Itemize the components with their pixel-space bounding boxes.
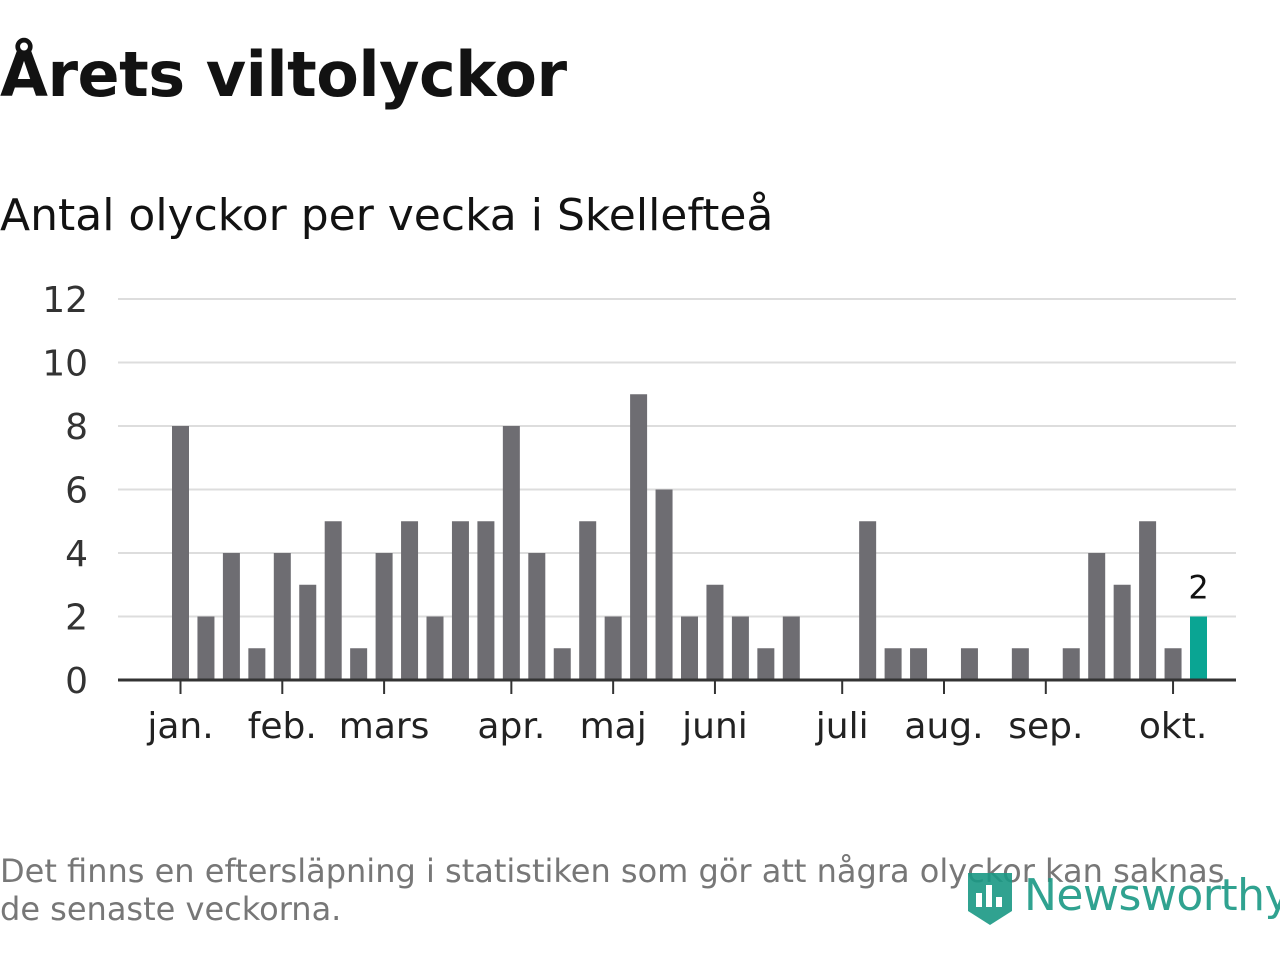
bar [401,521,419,680]
y-tick-label: 4 [65,534,88,575]
bar [477,521,495,680]
bar [1139,521,1157,680]
bar [299,584,317,680]
bar [273,553,291,680]
bar [757,648,775,680]
x-tick-label: okt. [1139,706,1207,747]
bar [960,648,978,680]
bar [910,648,928,680]
bar [197,616,215,680]
bar [248,648,266,680]
x-tick-label: mars [339,706,430,747]
bar [731,616,749,680]
bar [681,616,698,680]
y-tick-label: 0 [65,661,88,702]
x-tick-label: sep. [1008,706,1083,747]
highlight-bar [1190,616,1207,680]
x-tick-label: juli [815,706,869,747]
y-tick-label: 6 [65,471,88,512]
bar [375,553,393,680]
bar [706,584,724,680]
bar [1011,648,1029,680]
bar [553,648,571,680]
x-tick-label: feb. [248,706,317,747]
bar [630,394,648,680]
bar [324,521,342,680]
bar [172,426,189,680]
bar [604,616,622,680]
bar [782,616,800,680]
x-tick-label: aug. [904,706,983,747]
footnote: Det finns en eftersläpning i statistiken… [0,852,1225,928]
bar [1088,553,1106,680]
bar [1062,648,1080,680]
chart-title: Årets viltolyckor [0,38,567,111]
bar [579,521,597,680]
bar [350,648,368,680]
bar [1164,648,1182,680]
bar [859,521,877,680]
y-tick-label: 8 [65,407,88,448]
bar [451,521,469,680]
bar-chart: 0 2 4 6 8 10 12 2 jan. feb. mars apr. maj juni juli aug… [42,280,1236,747]
x-tick-label: jan. [146,706,213,747]
chart-subtitle: Antal olyckor per vecka i Skellefteå [0,190,774,241]
bar [884,648,902,680]
data-label: 2 [1188,569,1208,607]
y-tick-label: 12 [42,280,88,321]
newsworthy-logo-text: Newsworthy [1024,869,1280,921]
x-tick-label: juni [681,706,748,747]
bar [528,553,546,680]
x-tick-label: maj [580,706,647,747]
newsworthy-logo-icon [968,873,1012,925]
bar [426,616,444,680]
y-tick-label: 2 [65,598,88,639]
bar [222,553,240,680]
y-tick-label: 10 [42,344,88,385]
bar [655,489,673,680]
x-tick-label: apr. [477,706,545,747]
newsworthy-logo: Newsworthy [964,862,1280,928]
bar [1113,584,1131,680]
bar [502,426,520,680]
